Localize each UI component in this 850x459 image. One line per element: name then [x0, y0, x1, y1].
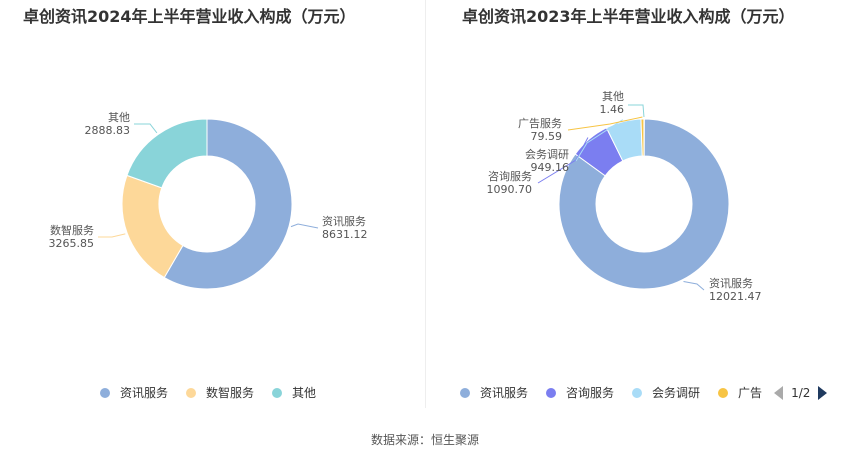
legend-2024: 资讯服务 数智服务 其他: [100, 384, 334, 401]
legend-item-0-2[interactable]: 其他: [272, 384, 316, 401]
legend-label: 广告: [738, 386, 763, 400]
pager-prev-icon[interactable]: [774, 385, 784, 400]
legend-item-0-0[interactable]: 资讯服务: [100, 384, 168, 401]
slice-value-0-1: 3265.85: [49, 237, 95, 250]
slice-label-1-0: 资讯服务: [709, 277, 753, 290]
pager-next-icon[interactable]: [818, 385, 828, 400]
legend-marker-icon: [100, 387, 110, 398]
legend-2023: 资讯服务 咨询服务 会务调研 广告 1/2: [460, 384, 828, 401]
legend-marker-icon: [718, 387, 729, 398]
slice-0-1[interactable]: [121, 174, 184, 279]
legend-label: 咨询服务: [566, 386, 615, 400]
slice-value-1-0: 12021.47: [709, 290, 762, 303]
slice-value-0-0: 8631.12: [322, 228, 368, 241]
leader-line-0-2: [134, 123, 158, 134]
slice-label-1-2: 会务调研: [525, 148, 569, 161]
legend-label: 资讯服务: [120, 386, 169, 400]
pager-text: 1/2: [791, 385, 811, 400]
leader-line-1-4: [628, 104, 645, 118]
slice-value-0-2: 2888.83: [85, 124, 131, 137]
data-source: 数据来源：恒生聚源: [370, 433, 479, 447]
slice-label-1-4: 其他: [602, 90, 624, 103]
slice-value-1-3: 79.59: [531, 130, 563, 143]
legend-item-0-1[interactable]: 数智服务: [186, 384, 254, 401]
legend-marker-icon: [632, 387, 643, 398]
leader-line-1-3: [567, 116, 643, 131]
legend-pager: 1/2: [774, 385, 828, 400]
slice-value-1-2: 949.16: [531, 161, 570, 174]
slice-label-1-1: 咨询服务: [488, 169, 532, 183]
legend-marker-icon: [186, 387, 197, 398]
leader-line-1-0: [683, 281, 705, 291]
leader-line-1-1: [537, 137, 589, 184]
leader-line-1-2: [575, 119, 624, 162]
legend-marker-icon: [272, 387, 283, 398]
legend-label: 会务调研: [652, 386, 701, 400]
slice-label-1-3: 广告服务: [518, 117, 562, 130]
legend-marker-icon: [460, 387, 470, 398]
legend-label: 资讯服务: [480, 386, 529, 400]
slice-label-0-1: 数智服务: [50, 223, 94, 237]
legend-marker-icon: [546, 387, 557, 398]
slice-label-0-0: 资讯服务: [322, 215, 366, 228]
legend-label: 数智服务: [206, 386, 255, 400]
slice-0-2[interactable]: [126, 118, 208, 189]
slice-label-0-2: 其他: [108, 111, 130, 124]
legend-item-1-3[interactable]: 广告: [718, 384, 762, 401]
leader-line-0-0: [290, 223, 319, 229]
slice-1-0[interactable]: [558, 118, 730, 290]
leader-line-0-1: [98, 233, 126, 238]
legend-item-1-2[interactable]: 会务调研: [632, 384, 700, 401]
slice-value-1-1: 1090.70: [487, 183, 533, 196]
legend-item-1-0[interactable]: 资讯服务: [460, 384, 528, 401]
slice-0-0[interactable]: [163, 118, 293, 290]
legend-label: 其他: [292, 386, 317, 400]
slice-value-1-4: 1.46: [600, 103, 625, 116]
legend-item-1-1[interactable]: 咨询服务: [546, 384, 614, 401]
chart-title-2023: 卓创资讯2023年上半年营业收入构成（万元）: [462, 7, 795, 26]
chart-title-2024: 卓创资讯2024年上半年营业收入构成（万元）: [23, 7, 356, 26]
chart-divider: [425, 0, 426, 408]
